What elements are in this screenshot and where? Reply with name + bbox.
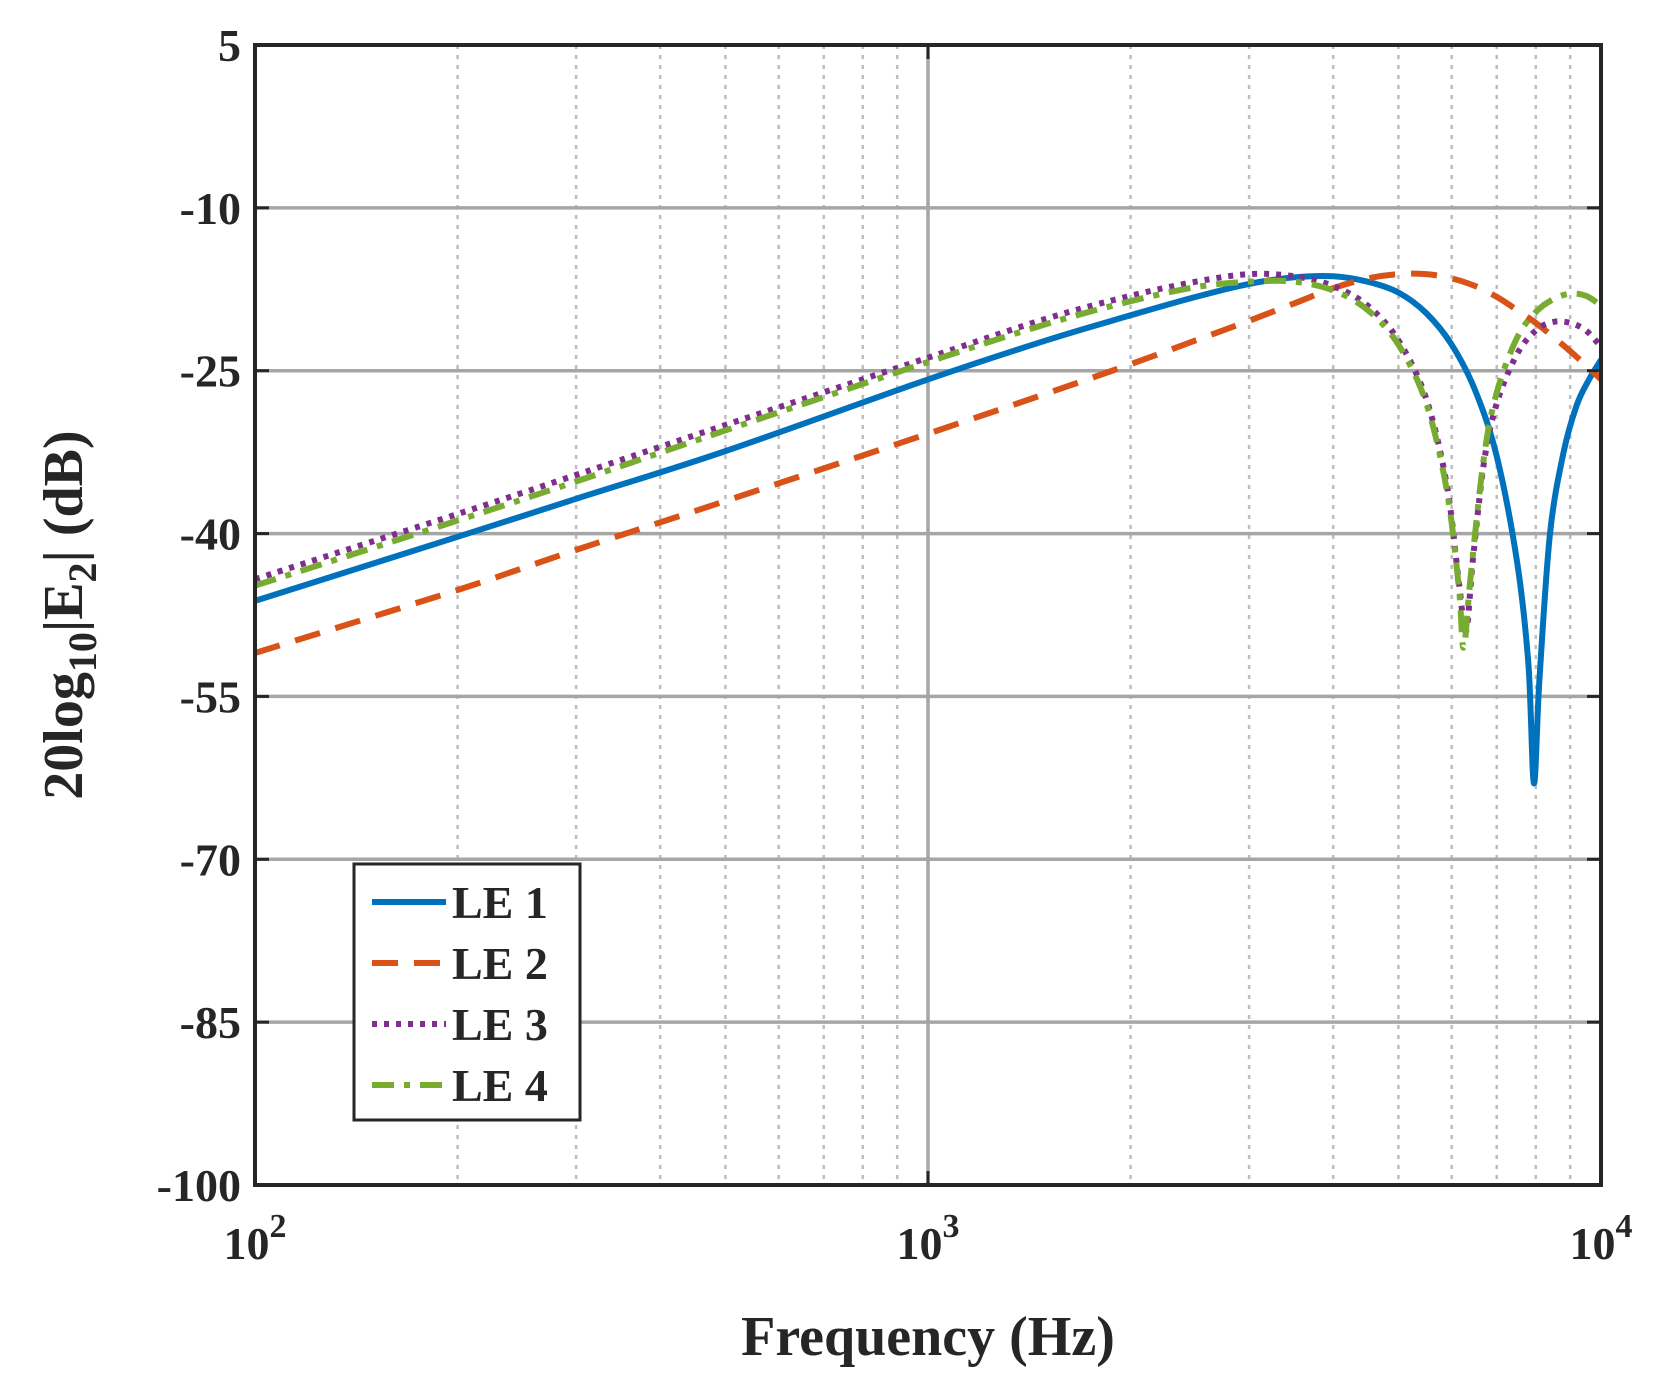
y-tick-label: -10 [180,183,241,234]
x-tick-label-base: 10 [224,1218,270,1269]
series-line-le-4 [255,277,1601,651]
x-tick-label-base: 10 [897,1218,943,1269]
x-tick-label-base: 10 [1570,1218,1616,1269]
series-line-le-3 [255,270,1601,635]
legend-box [352,862,582,1122]
x-tick-label-exponent: 3 [943,1208,960,1245]
y-axis-label-sub2: 2 [60,562,105,582]
x-axis-label: Frequency (Hz) [741,1306,1115,1368]
y-tick-label: -25 [180,346,241,397]
y-axis-label: 20log10|E2| (dB) [33,430,105,799]
series-layer [255,270,1601,787]
x-tick-label: 102 [224,1208,287,1269]
x-tick-label: 103 [897,1208,960,1269]
legend-label-le-1: LE 1 [452,877,548,928]
legend: LE 1 LE 2 LE 3 LE 4 [352,862,582,1122]
series-line-le-2 [255,270,1601,656]
legend-label-le-4: LE 4 [452,1060,548,1111]
x-tick-label-exponent: 2 [270,1208,287,1245]
y-axis-label-prefix: 20log [33,672,95,800]
y-tick-label: -40 [180,509,241,560]
x-tick-label-exponent: 4 [1616,1208,1633,1245]
y-axis-label-mid: |E [33,582,95,632]
y-tick-label: -85 [180,997,241,1048]
y-tick-label: 5 [218,20,241,71]
legend-label-le-3: LE 3 [452,999,548,1050]
y-tick-label: -100 [157,1160,241,1211]
y-axis-label-sub1: 10 [60,632,105,672]
y-tick-label: -55 [180,671,241,722]
series-line-le-1 [255,272,1601,787]
legend-label-le-2: LE 2 [452,938,548,989]
y-axis-label-suffix: | (dB) [33,430,95,562]
x-tick-label: 104 [1570,1208,1633,1269]
y-tick-label: -70 [180,834,241,885]
